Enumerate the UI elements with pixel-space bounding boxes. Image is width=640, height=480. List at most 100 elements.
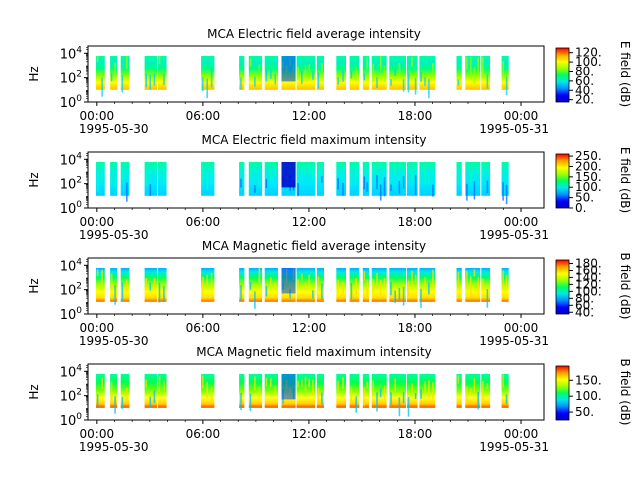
colorbar-tick-label: 50.	[575, 191, 594, 205]
spectrogram-texture	[321, 392, 323, 405]
colorbar-label: E field (dB)	[618, 147, 632, 213]
spectrogram-block	[371, 268, 387, 302]
spectrogram-texture	[308, 64, 310, 72]
spectrogram-texture	[121, 168, 124, 182]
x-tick-label: 12:00	[292, 321, 327, 335]
date-label-start: 1995-05-30	[79, 122, 149, 136]
spectrogram-texture	[466, 270, 468, 288]
spectrogram-texture	[390, 392, 392, 405]
spectrogram-texture	[482, 278, 484, 292]
colorbar-tick-label: 80.	[575, 291, 594, 305]
y-tick-label: 100	[60, 412, 83, 429]
spectrogram-texture	[376, 272, 378, 289]
spectrogram-texture	[321, 176, 323, 183]
x-tick-label: 06:00	[186, 215, 221, 229]
spectrogram-texture	[317, 169, 320, 178]
colorbar-tick-label: 100.	[575, 284, 602, 298]
y-tick-label: 102	[60, 176, 82, 193]
spectrogram-texture	[432, 63, 434, 73]
spectrogram-block	[419, 374, 436, 408]
spectrogram-texture	[101, 172, 103, 179]
spectrogram-block	[371, 56, 387, 90]
spectrogram-texture	[350, 386, 353, 404]
spectrogram-texture	[210, 68, 213, 88]
spectrogram-texture	[355, 277, 357, 295]
spectrogram-texture	[96, 173, 99, 192]
spectrogram-texture	[317, 72, 320, 89]
spectrogram-texture	[202, 276, 204, 296]
colorbar-label: B field (dB)	[618, 359, 632, 426]
spectrogram-texture	[486, 74, 489, 89]
spectrogram-texture	[428, 380, 430, 398]
colorbar-tick-label: 60.	[575, 74, 594, 88]
spectrogram-block	[120, 268, 130, 302]
spectrogram-texture	[274, 74, 277, 85]
spectrogram-block	[362, 56, 369, 90]
spectrogram-texture	[163, 73, 165, 86]
spectrogram-texture	[308, 378, 310, 387]
colorbar-tick-label: 100.	[575, 180, 602, 194]
spectrogram-texture	[411, 56, 413, 67]
spectrogram-texture	[366, 182, 369, 192]
spectrogram-texture	[355, 396, 357, 413]
spectrogram-block	[264, 374, 278, 408]
spectrogram-block	[501, 162, 509, 196]
spectrogram-texture	[482, 162, 484, 177]
spectrogram-texture	[153, 73, 156, 86]
date-label-end: 1995-05-31	[479, 334, 549, 348]
spectrogram-texture	[414, 77, 417, 95]
spectrogram-texture	[312, 165, 314, 180]
spectrogram-texture	[469, 168, 472, 186]
spectrogram-texture	[407, 72, 410, 93]
spectrogram-texture	[398, 63, 401, 77]
spectrogram-texture	[411, 270, 413, 291]
spectrogram-texture	[258, 171, 261, 189]
spectrogram-texture	[121, 396, 124, 409]
spectrogram-texture	[110, 273, 113, 288]
x-tick-label: 00:00	[504, 109, 539, 123]
spectrogram-texture	[366, 56, 369, 70]
spectrogram-block	[336, 56, 346, 90]
spectrogram-texture	[414, 275, 417, 283]
spectrogram-texture	[379, 56, 382, 71]
spectrogram-block	[465, 374, 481, 408]
spectrogram-texture	[202, 77, 204, 92]
spectrogram-texture	[398, 287, 401, 301]
spectrogram-texture	[428, 282, 430, 295]
colorbar-tick-label: 40.	[575, 83, 594, 97]
spectrogram-texture	[158, 56, 161, 65]
spectrogram-texture	[394, 69, 396, 76]
spectrogram-texture	[337, 77, 339, 85]
spectrogram-texture	[473, 67, 476, 85]
spectrogram-block	[110, 56, 118, 90]
spectrogram-texture	[240, 178, 242, 188]
x-tick-label: 00:00	[80, 109, 115, 123]
spectrogram-texture	[149, 396, 152, 408]
spectrogram-texture	[407, 280, 410, 298]
date-label-end: 1995-05-31	[479, 440, 549, 454]
colorbar	[555, 47, 570, 103]
colorbar-tick-label: 120.	[575, 46, 602, 60]
spectrogram-texture	[366, 381, 369, 389]
date-label-start: 1995-05-30	[79, 228, 149, 242]
colorbar-tick-label: 200.	[575, 159, 602, 173]
spectrogram-texture	[274, 165, 277, 175]
spectrogram-block	[481, 56, 491, 90]
spectrogram-texture	[114, 174, 116, 189]
spectrogram-texture	[414, 175, 417, 195]
spectrogram-texture	[482, 56, 484, 76]
colorbar-tick-label: 0.	[575, 201, 586, 215]
spectrogram-panel: MCA Magnetic field average intensity Hz 10…	[27, 239, 632, 348]
spectrogram-texture	[265, 286, 268, 297]
spectrogram-texture	[249, 58, 252, 67]
spectrogram-texture	[265, 178, 268, 188]
spectrogram-panel: MCA Magnetic field maximum intensity Hz 10…	[27, 345, 632, 454]
spectrogram-texture	[486, 289, 489, 308]
spectrogram-block	[336, 268, 346, 302]
colorbar	[555, 365, 570, 421]
spectrogram-texture	[254, 376, 256, 391]
spectrogram-texture	[363, 73, 366, 81]
spectrogram-intense-region	[281, 56, 296, 82]
x-tick-label: 12:00	[292, 427, 327, 441]
